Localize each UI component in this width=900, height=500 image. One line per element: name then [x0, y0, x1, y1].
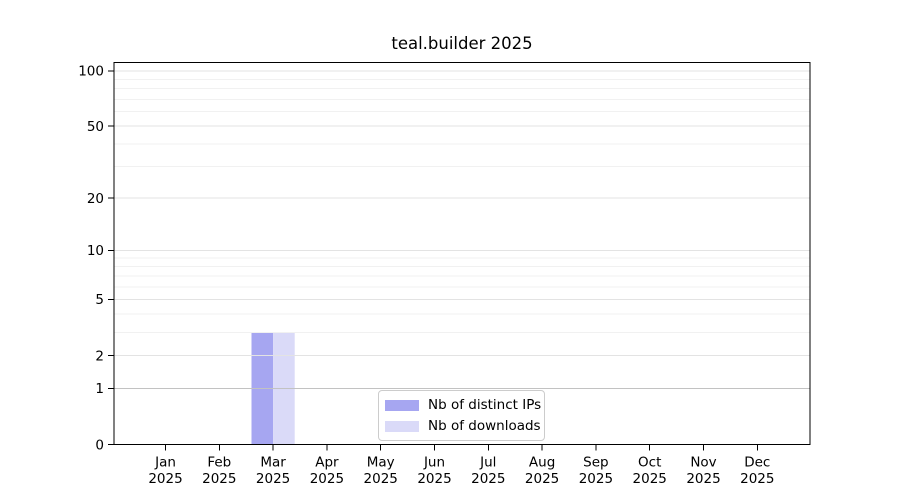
x-tick-label-month: Feb	[207, 455, 231, 471]
legend-label-distinct-ips: Nb of distinct IPs	[428, 397, 542, 413]
x-tick-label-month: Jul	[479, 455, 496, 471]
x-tick-label-year: 2025	[471, 471, 505, 487]
x-tick-label-year: 2025	[417, 471, 451, 487]
y-tick-label: 5	[95, 292, 104, 308]
plot-border	[113, 62, 811, 445]
x-tick-label-year: 2025	[364, 471, 398, 487]
x-tick-label-year: 2025	[686, 471, 720, 487]
x-tick-label-month: Apr	[315, 455, 339, 471]
x-tick-label-month: Dec	[744, 455, 770, 471]
y-axis: 0 1 2 5 10 20 50 100	[78, 64, 114, 453]
x-tick-label-month: Mar	[260, 455, 286, 471]
legend-item-downloads: Nb of downloads	[385, 417, 541, 435]
x-tick-label-month: Jun	[423, 455, 445, 471]
x-tick-label-year: 2025	[579, 471, 613, 487]
x-tick-label-year: 2025	[525, 471, 559, 487]
x-tick-label-month: Jan	[154, 455, 176, 471]
y-tick-label: 100	[78, 64, 104, 80]
y-tick-label: 1	[95, 381, 104, 397]
y-tick-label: 10	[87, 243, 104, 259]
legend-label-downloads: Nb of downloads	[428, 418, 541, 434]
x-tick-label-month: May	[367, 455, 395, 471]
y-tick-label: 50	[87, 119, 104, 135]
chart-title: teal.builder 2025	[391, 34, 533, 53]
y-tick-label: 2	[95, 348, 104, 364]
legend-swatch-distinct-ips	[385, 399, 419, 411]
x-tick-label-year: 2025	[148, 471, 182, 487]
legend-swatch-downloads	[385, 420, 419, 432]
x-tick-label-year: 2025	[202, 471, 236, 487]
x-tick-label-month: Oct	[638, 455, 661, 471]
x-tick-label-year: 2025	[740, 471, 774, 487]
x-tick-label-year: 2025	[256, 471, 290, 487]
x-tick-label-month: Sep	[583, 455, 608, 471]
x-tick-label-month: Aug	[529, 455, 555, 471]
x-tick-label-month: Nov	[690, 455, 716, 471]
legend-item-distinct-ips: Nb of distinct IPs	[385, 396, 542, 414]
y-gridlines	[114, 70, 810, 389]
y-tick-label: 0	[95, 437, 104, 453]
x-axis: Jan2025Feb2025Mar2025Apr2025May2025Jun20…	[148, 444, 774, 487]
x-tick-label-year: 2025	[633, 471, 667, 487]
legend: Nb of distinct IPs Nb of downloads	[378, 390, 545, 441]
y-tick-label: 20	[87, 191, 104, 207]
x-tick-label-year: 2025	[310, 471, 344, 487]
